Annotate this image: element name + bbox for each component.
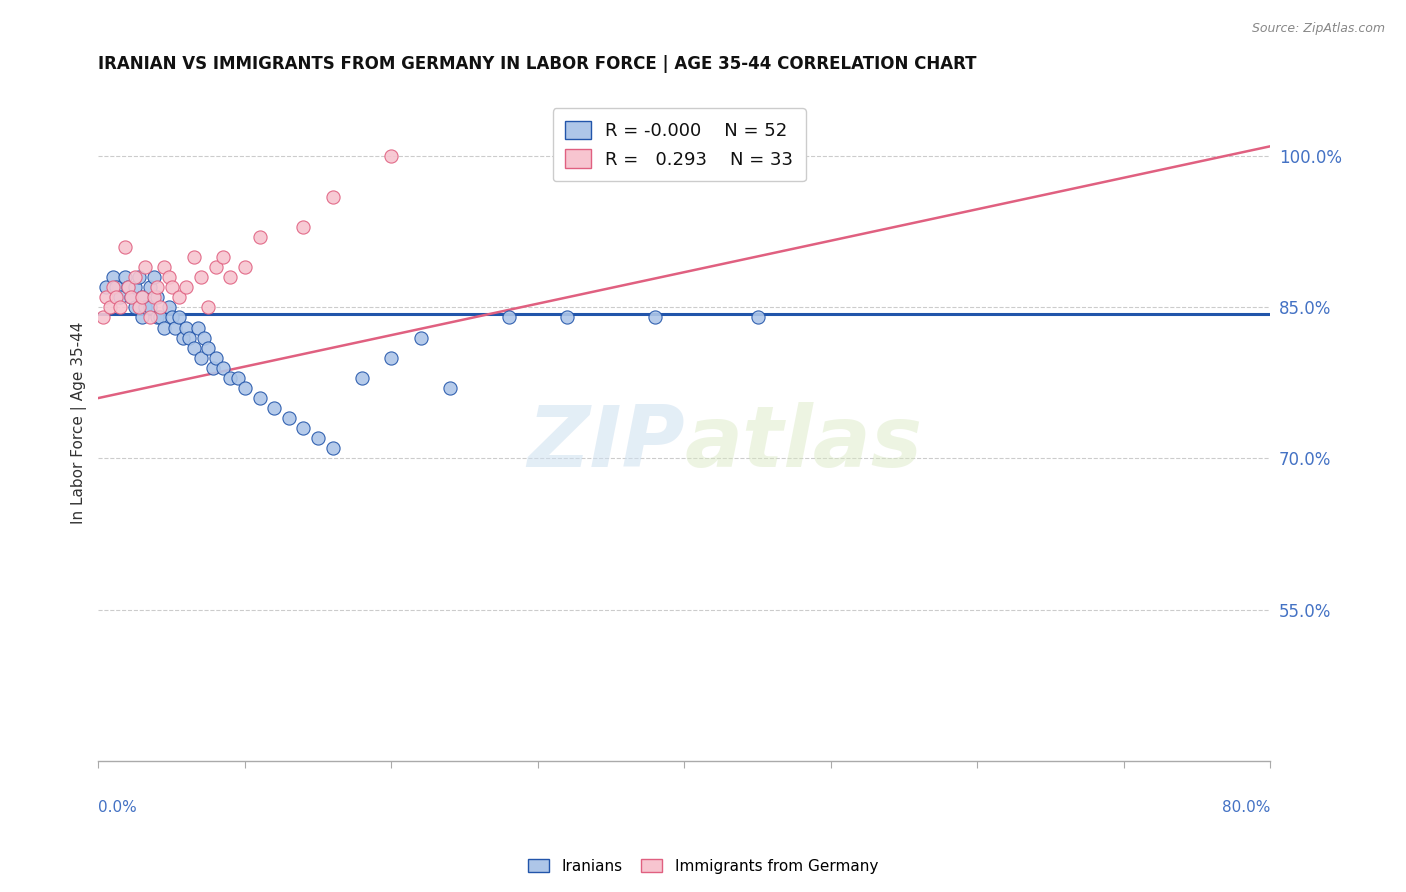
Point bbox=[183, 250, 205, 264]
Point bbox=[160, 310, 183, 325]
Point bbox=[128, 270, 150, 285]
Point bbox=[104, 290, 127, 304]
Point bbox=[134, 260, 156, 274]
Point bbox=[138, 310, 160, 325]
Point bbox=[94, 280, 117, 294]
Point bbox=[146, 310, 169, 325]
Point bbox=[187, 320, 209, 334]
Point bbox=[98, 301, 121, 315]
Point bbox=[197, 341, 219, 355]
Point bbox=[212, 360, 235, 375]
Point bbox=[157, 301, 180, 315]
Point bbox=[263, 401, 285, 416]
Point bbox=[380, 351, 402, 365]
Point bbox=[124, 280, 146, 294]
Point bbox=[120, 290, 142, 304]
Point bbox=[110, 290, 132, 304]
Point bbox=[128, 301, 150, 315]
Text: 0.0%: 0.0% bbox=[98, 799, 138, 814]
Point bbox=[249, 230, 271, 244]
Point bbox=[101, 270, 124, 285]
Point bbox=[226, 371, 249, 385]
Point bbox=[167, 290, 190, 304]
Point bbox=[307, 431, 329, 445]
Point bbox=[143, 290, 166, 304]
Text: IRANIAN VS IMMIGRANTS FROM GERMANY IN LABOR FORCE | AGE 35-44 CORRELATION CHART: IRANIAN VS IMMIGRANTS FROM GERMANY IN LA… bbox=[98, 55, 977, 73]
Point bbox=[153, 260, 176, 274]
Point bbox=[117, 280, 139, 294]
Point bbox=[233, 260, 256, 274]
Point bbox=[153, 320, 176, 334]
Point bbox=[380, 149, 402, 163]
Point bbox=[249, 391, 271, 405]
Point bbox=[277, 411, 299, 425]
Text: atlas: atlas bbox=[685, 402, 922, 485]
Point bbox=[193, 330, 215, 344]
Point bbox=[201, 360, 224, 375]
Text: Source: ZipAtlas.com: Source: ZipAtlas.com bbox=[1251, 22, 1385, 36]
Point bbox=[439, 381, 461, 395]
Point bbox=[204, 260, 226, 274]
Point bbox=[117, 280, 139, 294]
Legend: Iranians, Immigrants from Germany: Iranians, Immigrants from Germany bbox=[522, 853, 884, 880]
Point bbox=[174, 320, 197, 334]
Point bbox=[138, 301, 160, 315]
Point bbox=[143, 270, 166, 285]
Point bbox=[124, 270, 146, 285]
Point bbox=[131, 290, 153, 304]
Point bbox=[233, 381, 256, 395]
Point bbox=[212, 250, 235, 264]
Point bbox=[163, 320, 186, 334]
Point bbox=[219, 371, 242, 385]
Point bbox=[149, 310, 172, 325]
Point bbox=[179, 330, 201, 344]
Point bbox=[555, 310, 578, 325]
Point bbox=[131, 310, 153, 325]
Point bbox=[644, 310, 666, 325]
Point bbox=[190, 270, 212, 285]
Point bbox=[322, 189, 344, 203]
Point bbox=[204, 351, 226, 365]
Point bbox=[167, 310, 190, 325]
Point bbox=[197, 301, 219, 315]
Point bbox=[134, 301, 156, 315]
Point bbox=[114, 270, 136, 285]
Point bbox=[172, 330, 194, 344]
Legend: R = -0.000    N = 52, R =   0.293    N = 33: R = -0.000 N = 52, R = 0.293 N = 33 bbox=[553, 108, 806, 181]
Point bbox=[322, 442, 344, 456]
Point bbox=[292, 219, 315, 234]
Point bbox=[101, 280, 124, 294]
Point bbox=[190, 351, 212, 365]
Y-axis label: In Labor Force | Age 35-44: In Labor Force | Age 35-44 bbox=[72, 322, 87, 524]
Point bbox=[91, 310, 114, 325]
Point bbox=[498, 310, 520, 325]
Point bbox=[146, 280, 169, 294]
Point bbox=[219, 270, 242, 285]
Point bbox=[183, 341, 205, 355]
Point bbox=[157, 270, 180, 285]
Point bbox=[114, 240, 136, 254]
Point bbox=[110, 301, 132, 315]
Point bbox=[104, 280, 127, 294]
Text: 80.0%: 80.0% bbox=[1222, 799, 1271, 814]
Point bbox=[94, 290, 117, 304]
Point bbox=[747, 310, 769, 325]
Point bbox=[146, 290, 169, 304]
Point bbox=[160, 280, 183, 294]
Point bbox=[352, 371, 374, 385]
Point bbox=[131, 290, 153, 304]
Point bbox=[409, 330, 432, 344]
Point bbox=[120, 290, 142, 304]
Point bbox=[292, 421, 315, 435]
Point bbox=[174, 280, 197, 294]
Point bbox=[138, 280, 160, 294]
Point bbox=[124, 301, 146, 315]
Text: ZIP: ZIP bbox=[527, 402, 685, 485]
Point bbox=[149, 301, 172, 315]
